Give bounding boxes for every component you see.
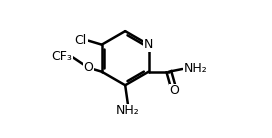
Text: Cl: Cl — [75, 34, 87, 47]
Text: O: O — [83, 61, 93, 74]
Text: NH₂: NH₂ — [184, 63, 208, 75]
Text: CF₃: CF₃ — [51, 50, 72, 63]
Text: N: N — [144, 38, 153, 51]
Text: O: O — [169, 84, 179, 97]
Text: NH₂: NH₂ — [116, 104, 140, 117]
